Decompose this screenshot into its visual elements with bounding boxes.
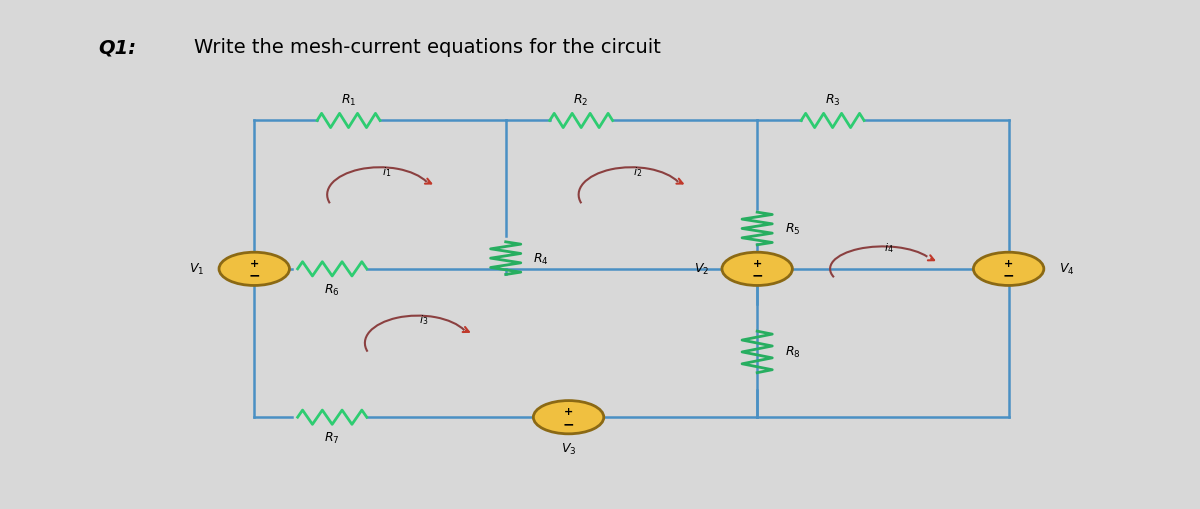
Text: $i_4$: $i_4$: [884, 241, 894, 254]
Text: $V_1$: $V_1$: [188, 262, 204, 277]
Text: Write the mesh-current equations for the circuit: Write the mesh-current equations for the…: [194, 38, 661, 57]
Text: $R_4$: $R_4$: [533, 251, 550, 266]
Text: $R_6$: $R_6$: [324, 282, 340, 297]
Text: +: +: [1004, 259, 1013, 268]
Text: $i_2$: $i_2$: [634, 165, 642, 179]
Text: −: −: [751, 268, 763, 282]
Text: −: −: [1003, 268, 1014, 282]
Circle shape: [220, 253, 289, 286]
Text: $R_1$: $R_1$: [341, 93, 356, 108]
Text: Q1:: Q1:: [98, 38, 137, 57]
Text: $V_2$: $V_2$: [695, 262, 709, 277]
Text: −: −: [563, 416, 575, 430]
Text: +: +: [250, 259, 259, 268]
Circle shape: [533, 401, 604, 434]
Text: +: +: [564, 407, 574, 416]
Circle shape: [973, 253, 1044, 286]
Text: $V_3$: $V_3$: [560, 441, 576, 456]
Text: +: +: [752, 259, 762, 268]
Text: $R_8$: $R_8$: [785, 345, 800, 360]
Text: $R_7$: $R_7$: [324, 431, 340, 445]
Text: $V_4$: $V_4$: [1058, 262, 1074, 277]
Circle shape: [722, 253, 792, 286]
Text: $i_3$: $i_3$: [419, 313, 428, 327]
Text: −: −: [248, 268, 260, 282]
Text: $i_1$: $i_1$: [382, 165, 391, 179]
Text: $R_5$: $R_5$: [785, 221, 800, 237]
Text: $R_3$: $R_3$: [824, 93, 840, 108]
Text: $R_2$: $R_2$: [574, 93, 589, 108]
